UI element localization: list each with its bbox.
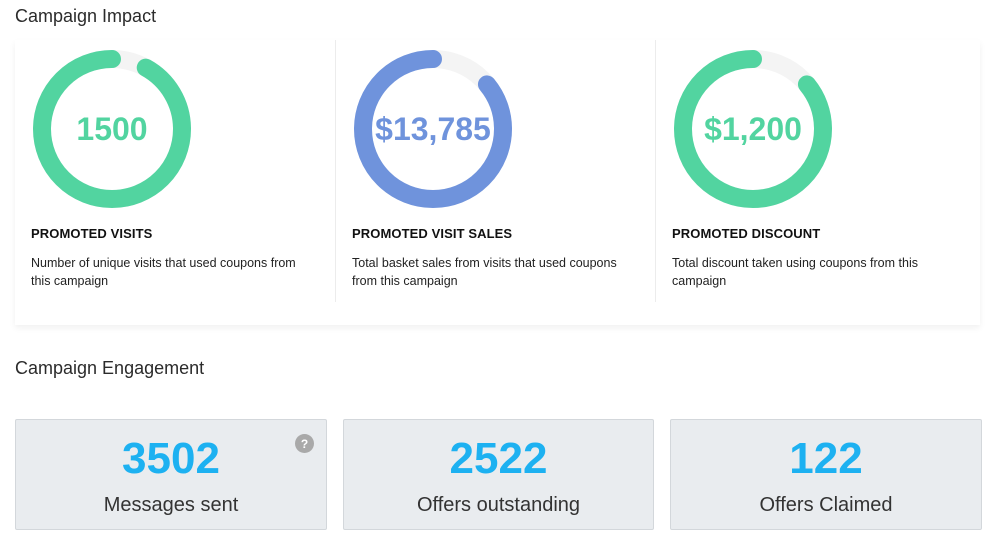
promoted-visits-description: Number of unique visits that used coupon… xyxy=(31,256,296,288)
messages-sent-card: 3502 Messages sent ? xyxy=(15,419,327,530)
offers-outstanding-label: Offers outstanding xyxy=(416,494,581,516)
promoted-visit-sales-card: $13,785 PROMOTED VISIT SALES Total baske… xyxy=(335,40,656,302)
help-icon[interactable]: ? xyxy=(295,434,314,453)
offers-claimed-label: Offers Claimed xyxy=(759,494,893,516)
promoted-visit-sales-value: $13,785 xyxy=(375,110,491,147)
promoted-visit-sales-title: PROMOTED VISIT SALES xyxy=(352,226,513,241)
promoted-visit-sales-ring: $13,785 xyxy=(351,47,515,211)
campaign-impact-title: Campaign Impact xyxy=(15,6,157,26)
campaign-impact-panel: 1500 PROMOTED VISITS Number of unique vi… xyxy=(15,40,980,325)
promoted-visits-card: 1500 PROMOTED VISITS Number of unique vi… xyxy=(15,40,335,302)
promoted-discount-description: Total discount taken using coupons from … xyxy=(672,256,918,288)
offers-outstanding-card: 2522 Offers outstanding xyxy=(343,419,654,530)
promoted-discount-card: $1,200 PROMOTED DISCOUNT Total discount … xyxy=(655,40,976,302)
promoted-discount-ring: $1,200 xyxy=(671,47,835,211)
promoted-visit-sales-description: Total basket sales from visits that used… xyxy=(352,256,617,288)
promoted-visits-title: PROMOTED VISITS xyxy=(31,226,153,241)
messages-sent-value: 3502 xyxy=(122,434,220,483)
campaign-engagement-title: Campaign Engagement xyxy=(15,358,205,378)
promoted-discount-title: PROMOTED DISCOUNT xyxy=(672,226,821,241)
offers-outstanding-value: 2522 xyxy=(449,434,548,483)
messages-sent-label: Messages sent xyxy=(103,494,239,516)
promoted-visits-value: 1500 xyxy=(76,110,148,147)
offers-claimed-value: 122 xyxy=(789,434,863,483)
offers-claimed-card: 122 Offers Claimed xyxy=(670,419,982,530)
promoted-discount-value: $1,200 xyxy=(704,110,802,147)
promoted-visits-ring: 1500 xyxy=(30,47,194,211)
